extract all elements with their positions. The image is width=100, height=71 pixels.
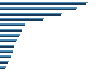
Bar [0, 55, 11, 57]
Bar [0, 62, 8, 64]
Bar [0, 29, 22, 30]
Bar [0, 46, 14, 48]
Bar [0, 36, 19, 37]
Bar [0, 41, 16, 42]
Bar [0, 18, 44, 19]
Bar [0, 66, 6, 68]
Bar [0, 23, 26, 25]
Bar [0, 52, 13, 53]
Bar [0, 45, 14, 46]
Bar [0, 61, 9, 62]
Bar [0, 50, 13, 52]
Bar [0, 68, 6, 69]
Bar [0, 19, 43, 21]
Bar [0, 7, 77, 9]
Bar [0, 9, 76, 10]
Bar [0, 57, 11, 58]
Bar [0, 13, 62, 14]
Bar [0, 39, 17, 41]
Bar [0, 34, 20, 36]
Bar [0, 3, 86, 5]
Bar [0, 30, 22, 32]
Bar [0, 25, 25, 26]
Bar [0, 14, 61, 16]
Bar [0, 2, 88, 3]
